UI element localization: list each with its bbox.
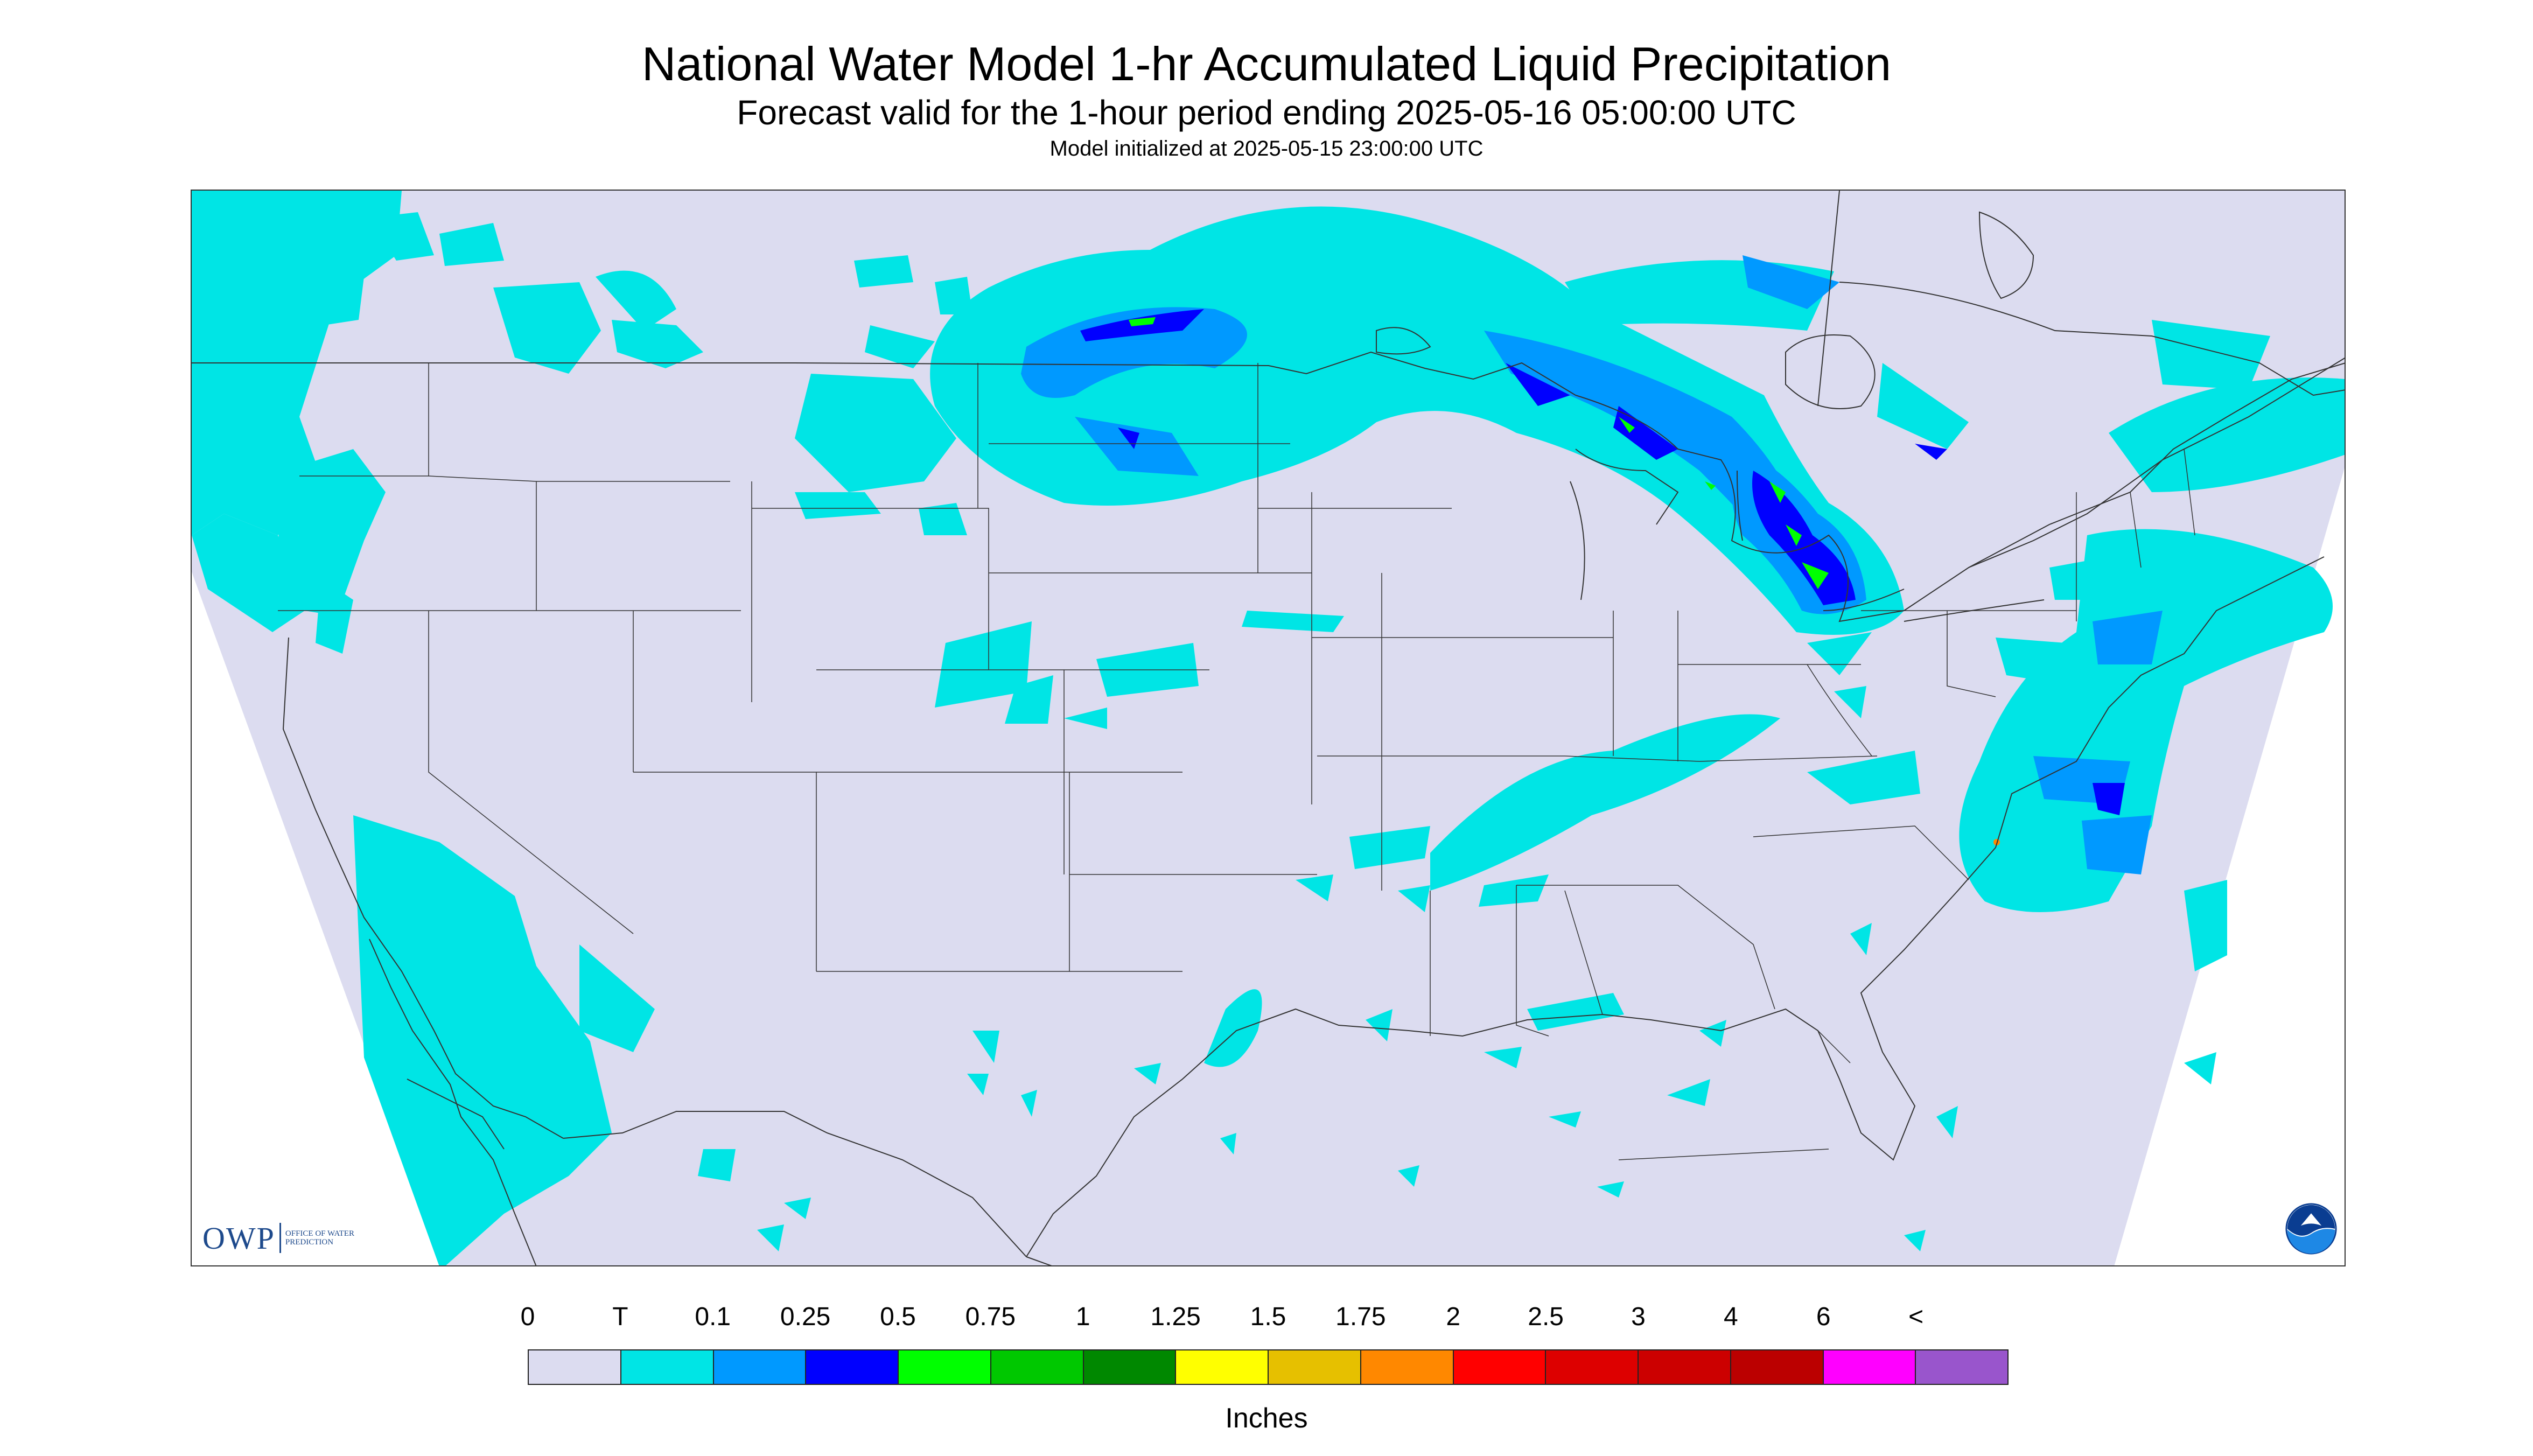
legend-swatch (1546, 1350, 1639, 1384)
legend-tick-label: 0 (520, 1303, 535, 1331)
legend-swatch (1176, 1350, 1269, 1384)
owp-logo-text: OFFICE OF WATER PREDICTION (285, 1229, 354, 1247)
owp-logo: OWP OFFICE OF WATER PREDICTION (202, 1219, 366, 1257)
legend-swatch (1361, 1350, 1454, 1384)
legend-tick-label: 2 (1446, 1303, 1461, 1331)
legend-swatch (991, 1350, 1084, 1384)
model-domain (192, 191, 2345, 1265)
legend-tick-label: 1.5 (1250, 1303, 1286, 1331)
legend-swatch (1731, 1350, 1824, 1384)
map-title: National Water Model 1-hr Accumulated Li… (641, 37, 1892, 90)
legend-swatch (529, 1350, 621, 1384)
legend-swatch (713, 1350, 807, 1384)
legend-tick-label: T (612, 1303, 628, 1331)
legend-tick-label: 0.5 (880, 1303, 916, 1331)
legend-swatch (806, 1350, 899, 1384)
legend-tick-label: 6 (1816, 1303, 1831, 1331)
legend-swatch (1639, 1350, 1731, 1384)
legend-unit-label: Inches (1225, 1403, 1308, 1434)
precipitation-map: OWP OFFICE OF WATER PREDICTION (191, 190, 2346, 1266)
legend-swatch (1269, 1350, 1361, 1384)
legend-labels: 0 T 0.1 0.25 0.5 0.75 1 1.25 1.5 1.75 2 2.5 3 4 6 < (0, 1302, 2533, 1334)
precip-0-5-areas (1129, 317, 1829, 589)
model-init-line: Model initialized at 2025-05-15 23:00:00… (1049, 137, 1484, 160)
noaa-icon (2285, 1203, 2337, 1255)
legend-swatch (621, 1350, 714, 1384)
legend-tick-label: 0.75 (965, 1303, 1016, 1331)
legend-tick-label: 1.75 (1335, 1303, 1386, 1331)
owp-logo-mark: OWP (202, 1220, 275, 1256)
legend-tick-label: 2.5 (1528, 1303, 1564, 1331)
legend-tick-label: 3 (1631, 1303, 1646, 1331)
legend-swatch (899, 1350, 991, 1384)
legend-swatch (1916, 1350, 2007, 1384)
legend-tick-label: 0.25 (780, 1303, 831, 1331)
map-canvas (192, 191, 2345, 1265)
political-boundaries (192, 191, 2345, 1265)
legend-tick-label: 0.1 (695, 1303, 731, 1331)
legend-swatch (1083, 1350, 1177, 1384)
legend-colorbar (528, 1349, 2009, 1385)
state-boundaries (278, 363, 2195, 1160)
owp-logo-divider (279, 1223, 281, 1253)
map-subtitle: Forecast valid for the 1-hour period end… (737, 93, 1796, 132)
legend-tick-label: 1.25 (1150, 1303, 1201, 1331)
legend-tick-label: 1 (1075, 1303, 1090, 1331)
legend-swatch (1823, 1350, 1916, 1384)
legend-tick-label: < (1908, 1303, 1924, 1331)
legend-tick-label: 4 (1724, 1303, 1738, 1331)
legend-swatch (1453, 1350, 1547, 1384)
